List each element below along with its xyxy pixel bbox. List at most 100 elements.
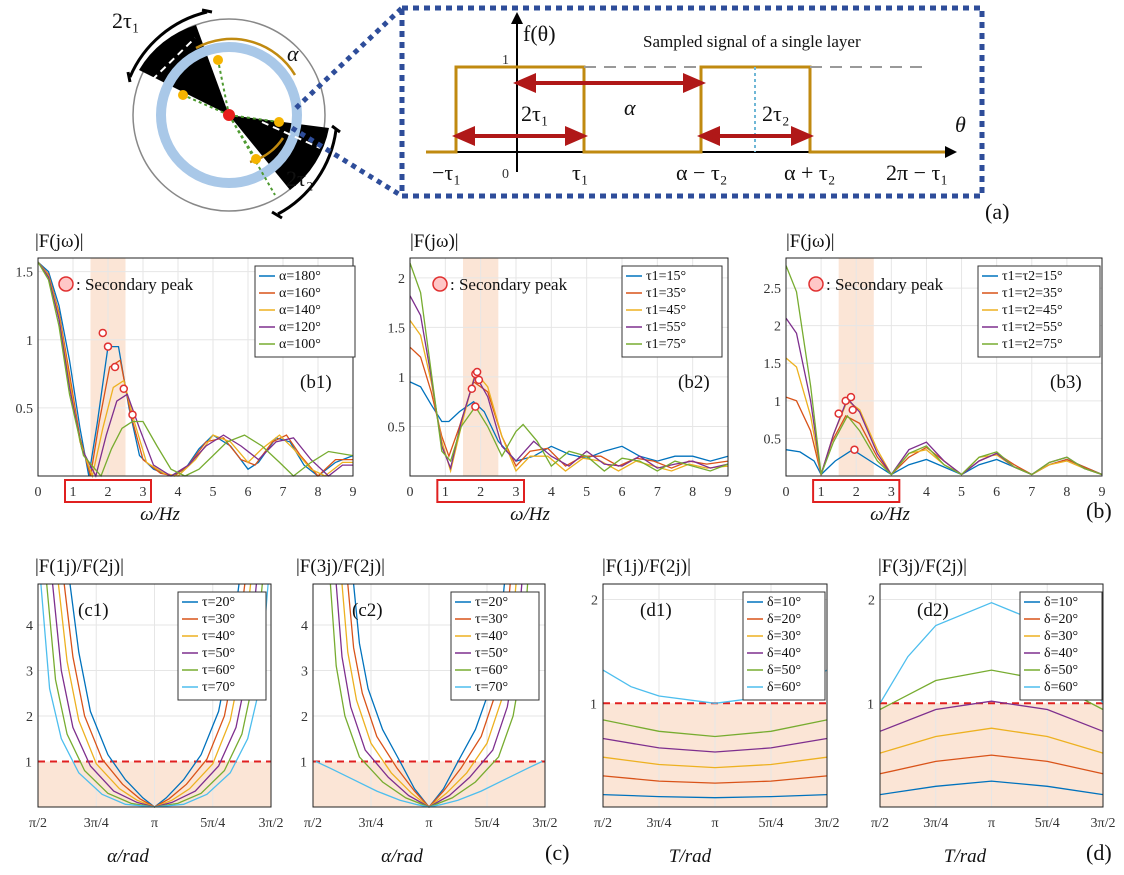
panel-tag: (d2) (917, 600, 949, 621)
legend-entry: τ=20° (202, 595, 235, 610)
tick-alpha-plus-tau2: α + τ₂ (784, 160, 835, 185)
tick-tau1: τ₁ (572, 160, 589, 185)
x-tick-label: 8 (1063, 485, 1070, 500)
legend-entry: δ=30° (767, 629, 801, 644)
x-tick-label: 5π/4 (759, 816, 784, 831)
plot-frame (785, 257, 1103, 477)
y-tick-label: 1 (774, 395, 781, 410)
inset-border (399, 5, 985, 199)
y-tick-label: 1.5 (16, 266, 34, 281)
x-tick-label: 1 (818, 485, 825, 500)
center-dot (223, 109, 235, 121)
series-line-1 (602, 793, 828, 799)
series-line-5 (37, 261, 354, 478)
legend-box (1019, 591, 1103, 701)
legend-entry: δ=30° (1044, 629, 1078, 644)
x-tick-label: 0 (35, 485, 42, 500)
legend-entry: τ1=45° (646, 303, 686, 318)
two-tau2-label: 2τ₂ (762, 101, 790, 126)
series-line-2 (602, 775, 828, 784)
secondary-peak-marker (472, 367, 482, 377)
x-tick-label: 6 (993, 485, 1000, 500)
secondary-peak-key-icon (58, 276, 74, 292)
label-c: (c) (545, 840, 569, 865)
panel-tag: (c2) (352, 600, 383, 621)
chart-d1: π/2 3π/4 π 5π/4 3π/2 2 1 δ=10° δ=20° δ=30° δ=40° δ=… (590, 556, 839, 867)
secondary-peak-key-label: : Secondary peak (450, 275, 568, 294)
ref-line-label: 1 (867, 697, 874, 712)
legend-box (742, 591, 826, 701)
x-tick-label: π (425, 816, 432, 831)
chart-d2: π/2 3π/4 π 5π/4 3π/2 2 1 δ=10° δ=20° δ=30° δ=40° δ=… (867, 556, 1115, 867)
secondary-peak-marker (98, 328, 107, 338)
x-tick-label: 3π/4 (647, 816, 672, 831)
secondary-peak-marker (848, 405, 857, 415)
x-tick-label: 3 (140, 485, 147, 500)
wheel-two-tau2-label: 2τ₂ (286, 166, 314, 191)
legend-entry: τ=30° (475, 612, 508, 627)
secondary-peak-key-icon (808, 276, 824, 292)
x-tick-label: π/2 (594, 816, 612, 831)
x-tick-label: 5π/4 (1035, 816, 1060, 831)
secondary-peak-marker (850, 445, 859, 454)
legend-entry: τ1=35° (646, 286, 686, 301)
series-line-1 (879, 780, 1104, 796)
y-axis-title: |F(3j)/F(2j)| (296, 556, 385, 577)
secondary-peak-marker (467, 384, 477, 394)
x-tick-label: 9 (350, 485, 357, 500)
legend-entry: τ1=τ2=35° (1002, 286, 1063, 301)
x-tick-label: 4 (923, 485, 930, 500)
legend-entry: δ=50° (1044, 663, 1078, 678)
tick-2pi-minus-tau1: 2π − τ₁ (886, 160, 948, 185)
x-tick-label: 7 (280, 485, 287, 500)
series-line-2 (879, 754, 1104, 775)
legend-box (177, 591, 267, 701)
y-tick-label: 2 (26, 710, 33, 725)
series-line-3 (602, 756, 828, 769)
x-tick-label: 8 (689, 485, 696, 500)
legend-entry: τ=70° (202, 680, 235, 695)
ref-line-label: 1 (300, 755, 307, 770)
signal-inset: f(θ) θ 1 0 Sampled signal of a single la… (399, 5, 985, 199)
tick-alpha-minus-tau2: α − τ₂ (676, 160, 727, 185)
x-tick-label: 3π/2 (1091, 816, 1116, 831)
x-tick-label: 3π/4 (923, 816, 948, 831)
chart-c1: π/2 3π/4 π 5π/4 3π/2 2 3 4 1 τ=20° τ=30° τ=40° τ=50°… (25, 556, 283, 867)
x-tick-label: 3π/2 (533, 816, 558, 831)
secondary-peak-marker (110, 362, 120, 372)
x-tick-label: 9 (725, 485, 732, 500)
legend-entry: τ=60° (202, 663, 235, 678)
plot-frame (37, 257, 354, 477)
x-tick-label: 2 (853, 485, 860, 500)
x-tick-label: 3π/2 (259, 816, 284, 831)
legend-entry: δ=50° (767, 663, 801, 678)
legend-entry: τ=20° (475, 595, 508, 610)
series-line-5 (409, 262, 729, 472)
x-axis-title: α/rad (381, 846, 423, 867)
x-tick-label: π (711, 816, 718, 831)
x-tick-label: 3π/4 (359, 816, 384, 831)
legend-box (450, 591, 540, 701)
x-tick-label: 1 (442, 485, 449, 500)
x-tick-label: π (151, 816, 158, 831)
legend-entry: δ=40° (1044, 646, 1078, 661)
x-tick-label: 9 (1099, 485, 1106, 500)
legend-entry: τ=40° (202, 629, 235, 644)
panel-tag: (c1) (78, 600, 109, 621)
legend-entry: τ1=55° (646, 320, 686, 335)
x-tick-label: π/2 (304, 816, 322, 831)
secondary-peak-marker (474, 375, 484, 385)
x-tick-label: 3π/4 (84, 816, 109, 831)
series-line-5 (785, 265, 1103, 476)
ref-line-label: 1 (25, 755, 32, 770)
y-tick-label: 3 (301, 664, 308, 679)
legend-entry: τ1=75° (646, 337, 686, 352)
plot-frame (37, 583, 272, 808)
y-tick-label: 1 (398, 371, 405, 386)
y-axis-title: |F(1j)/F(2j)| (35, 556, 124, 577)
x-tick-label: 5 (583, 485, 590, 500)
y-tick-label: 2 (301, 710, 308, 725)
x-tick-label: 5π/4 (200, 816, 225, 831)
charts-layer: 0 1 2 3 4 5 6 7 8 9 0.5 1 1.5 α=180° α=160° α=140° α=120… (16, 231, 1116, 867)
y-tick-label: 1.5 (388, 321, 406, 336)
